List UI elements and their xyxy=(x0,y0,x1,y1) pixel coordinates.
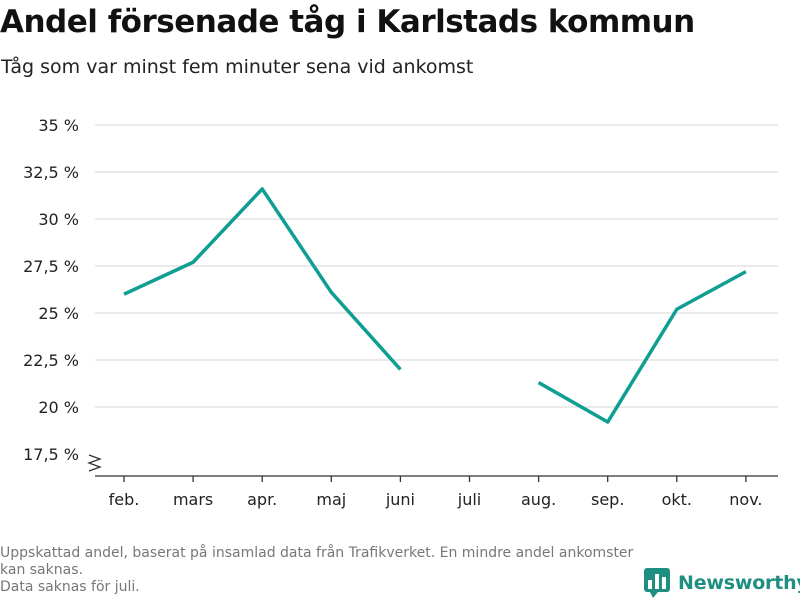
y-tick-label: 25 % xyxy=(38,304,79,323)
footnote-missing-data: Data saknas för juli. xyxy=(0,579,140,595)
y-tick-label: 17,5 % xyxy=(23,445,79,464)
x-tick-label: okt. xyxy=(662,490,692,509)
y-tick-label: 27,5 % xyxy=(23,257,79,276)
brand-logo: Newsworthy xyxy=(644,568,800,598)
x-tick-label: maj xyxy=(316,490,346,509)
bar-chart-speech-bubble-icon xyxy=(644,568,670,598)
chart-title: Andel försenade tåg i Karlstads kommun xyxy=(0,4,695,40)
x-axis xyxy=(87,454,778,482)
series-lines xyxy=(123,187,747,424)
x-tick-label: nov. xyxy=(729,490,762,509)
series-line xyxy=(537,270,747,424)
y-axis-tick-labels: 17,5 % 20 % 22,5 % 25 % 27,5 % 30 % 32,5 % 35 % xyxy=(23,116,79,464)
x-tick-label: juni xyxy=(385,490,415,509)
y-tick-label: 20 % xyxy=(38,398,79,417)
x-tick-label: sep. xyxy=(591,490,624,509)
y-tick-label: 35 % xyxy=(38,116,79,135)
y-tick-label: 32,5 % xyxy=(23,163,79,182)
y-tick-label: 22,5 % xyxy=(23,351,79,370)
line-chart: 17,5 % 20 % 22,5 % 25 % 27,5 % 30 % 32,5 % 35 %… xyxy=(23,116,778,509)
x-tick-label: apr. xyxy=(247,490,277,509)
footnote-source: Uppskattad andel, baserat på insamlad da… xyxy=(0,545,634,578)
brand-name: Newsworthy xyxy=(678,572,800,594)
y-tick-label: 30 % xyxy=(38,210,79,229)
series-line xyxy=(123,187,402,371)
x-axis-tick-labels: feb. mars apr. maj juni juli aug. sep. okt. nov. xyxy=(109,490,763,509)
gridlines xyxy=(95,124,778,408)
x-tick-label: feb. xyxy=(109,490,140,509)
chart-subtitle: Tåg som var minst fem minuter sena vid a… xyxy=(1,56,474,78)
axis-break-marker xyxy=(87,454,102,472)
x-tick-label: aug. xyxy=(521,490,556,509)
footnote: Uppskattad andel, baserat på insamlad da… xyxy=(0,545,640,596)
x-tick-label: mars xyxy=(173,490,213,509)
x-tick-label: juli xyxy=(457,490,481,509)
